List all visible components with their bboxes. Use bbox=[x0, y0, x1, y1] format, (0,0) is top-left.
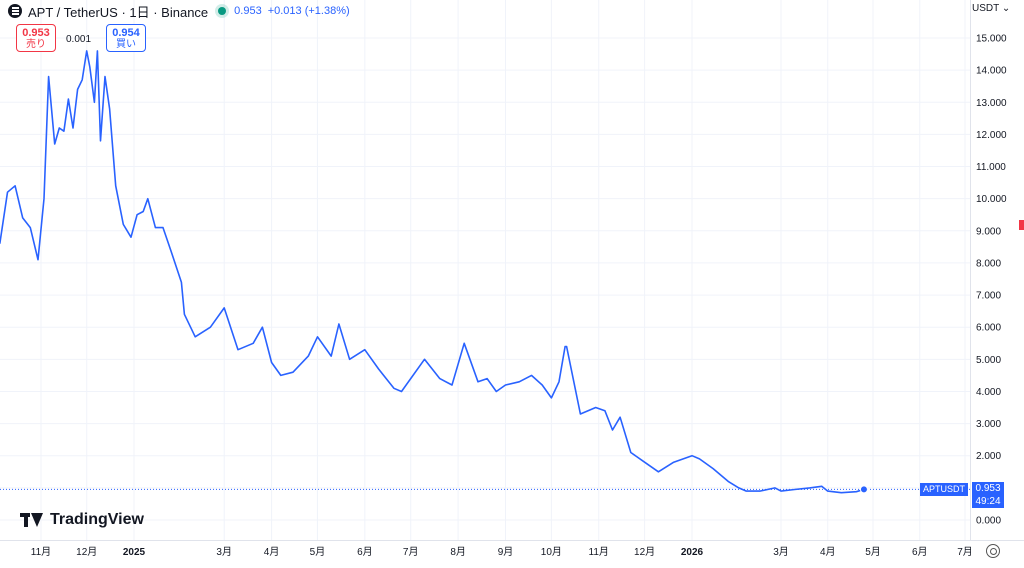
x-tick-label: 3月 bbox=[216, 546, 232, 558]
sell-label: 売り bbox=[26, 39, 46, 50]
x-tick-label: 8月 bbox=[450, 546, 466, 558]
currency-selector[interactable]: USDT ⌄ bbox=[972, 3, 1010, 14]
y-tick-label: 0.000 bbox=[976, 516, 1001, 527]
x-tick-label: 7月 bbox=[957, 546, 973, 558]
y-tick-label: 10.000 bbox=[976, 194, 1007, 205]
last-price-tag: 0.953 49:24 bbox=[972, 482, 1004, 508]
y-tick-label: 2.000 bbox=[976, 451, 1001, 462]
x-tick-label: 6月 bbox=[357, 546, 373, 558]
last-price-point bbox=[859, 485, 868, 494]
y-tick-label: 3.000 bbox=[976, 419, 1001, 430]
buy-price: 0.954 bbox=[112, 27, 140, 39]
tradingview-logo: TradingView bbox=[20, 511, 144, 529]
y-tick-label: 12.000 bbox=[976, 130, 1007, 141]
market-open-icon bbox=[218, 7, 227, 15]
y-tick-label: 6.000 bbox=[976, 323, 1001, 334]
y-tick-label: 7.000 bbox=[976, 291, 1001, 302]
y-tick-label: 9.000 bbox=[976, 226, 1001, 237]
bar-countdown: 49:24 bbox=[975, 496, 1001, 507]
alert-marker-icon bbox=[1019, 220, 1024, 230]
y-tick-label: 15.000 bbox=[976, 34, 1007, 45]
x-tick-label: 12月 bbox=[76, 546, 97, 558]
x-tick-label: 11月 bbox=[589, 546, 609, 558]
x-tick-label: 4月 bbox=[264, 546, 280, 558]
x-tick-label: 6月 bbox=[912, 546, 928, 558]
sell-button[interactable]: 0.953 売り bbox=[16, 24, 56, 52]
buy-label: 買い bbox=[116, 39, 136, 50]
symbol-price-tag: APTUSDT bbox=[920, 483, 968, 496]
symbol-title: APT / TetherUS · 1日 · Binance bbox=[28, 4, 209, 20]
y-tick-label: 5.000 bbox=[976, 355, 1001, 366]
y-tick-label: 8.000 bbox=[976, 258, 1001, 269]
price-change: +0.013 (+1.38%) bbox=[267, 5, 350, 17]
x-tick-label: 10月 bbox=[541, 546, 562, 558]
settings-icon[interactable] bbox=[986, 544, 1000, 558]
sell-price: 0.953 bbox=[22, 27, 50, 39]
y-tick-label: 13.000 bbox=[976, 98, 1007, 109]
x-tick-label: 5月 bbox=[310, 546, 326, 558]
y-tick-label: 4.000 bbox=[976, 387, 1001, 398]
x-tick-label: 9月 bbox=[498, 546, 514, 558]
x-tick-label: 3月 bbox=[773, 546, 789, 558]
apt-logo-icon bbox=[8, 4, 22, 18]
x-tick-label: 2026 bbox=[681, 547, 704, 558]
currency-label: USDT bbox=[972, 3, 1000, 14]
tradingview-icon bbox=[20, 513, 44, 527]
logo-text: TradingView bbox=[50, 511, 144, 528]
last-price-value: 0.953 bbox=[975, 483, 1001, 494]
symbol-header[interactable]: APT / TetherUS · 1日 · Binance 0.953 +0.0… bbox=[8, 2, 350, 20]
x-tick-label: 5月 bbox=[865, 546, 881, 558]
x-tick-label: 11月 bbox=[31, 546, 51, 558]
x-tick-label: 7月 bbox=[403, 546, 419, 558]
y-tick-label: 14.000 bbox=[976, 66, 1007, 77]
spread-value: 0.001 bbox=[66, 34, 92, 45]
current-price: 0.953 bbox=[234, 5, 262, 17]
price-series-line bbox=[0, 50, 865, 494]
x-tick-label: 12月 bbox=[634, 546, 655, 558]
chevron-down-icon: ⌄ bbox=[1001, 3, 1011, 14]
y-tick-label: 11.000 bbox=[976, 162, 1006, 173]
x-tick-label: 4月 bbox=[820, 546, 836, 558]
buy-button[interactable]: 0.954 買い bbox=[106, 24, 146, 52]
x-tick-label: 2025 bbox=[123, 547, 146, 558]
